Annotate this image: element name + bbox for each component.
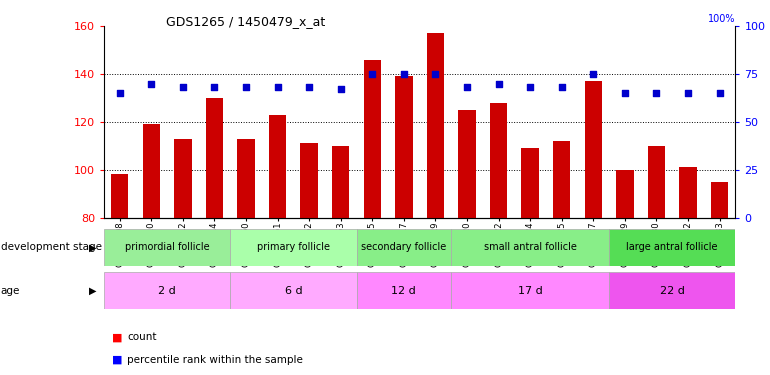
Text: secondary follicle: secondary follicle	[361, 243, 447, 252]
Text: ■: ■	[112, 355, 122, 365]
Text: 2 d: 2 d	[158, 286, 176, 296]
Bar	[427, 33, 444, 218]
Text: ▶: ▶	[89, 286, 96, 296]
Bar	[609, 272, 735, 309]
Bar	[142, 124, 160, 218]
Text: small antral follicle: small antral follicle	[484, 243, 577, 252]
Text: ▶: ▶	[89, 243, 96, 252]
Text: primordial follicle: primordial follicle	[125, 243, 209, 252]
Bar	[104, 229, 230, 266]
Point	[682, 90, 695, 96]
Bar	[679, 167, 697, 217]
Bar	[451, 272, 609, 309]
Point	[493, 81, 505, 87]
Text: count: count	[127, 333, 156, 342]
Text: ■: ■	[112, 333, 122, 342]
Bar	[363, 60, 381, 217]
Bar	[332, 146, 350, 218]
Bar	[395, 76, 413, 218]
Bar	[521, 148, 539, 217]
Text: 100%: 100%	[708, 14, 735, 24]
Point	[397, 71, 410, 77]
Bar	[648, 146, 665, 218]
Bar	[616, 170, 634, 217]
Text: 12 d: 12 d	[391, 286, 417, 296]
Bar	[451, 229, 609, 266]
Bar	[553, 141, 571, 218]
Point	[271, 84, 283, 90]
Text: age: age	[1, 286, 20, 296]
Point	[587, 71, 599, 77]
Bar	[111, 174, 129, 217]
Text: development stage: development stage	[1, 243, 102, 252]
Bar	[104, 272, 230, 309]
Bar	[230, 229, 357, 266]
Bar	[458, 110, 476, 218]
Bar	[174, 139, 192, 218]
Bar	[357, 229, 451, 266]
Point	[430, 71, 442, 77]
Text: 6 d: 6 d	[285, 286, 302, 296]
Text: 22 d: 22 d	[660, 286, 685, 296]
Point	[714, 90, 726, 96]
Bar	[711, 182, 728, 218]
Bar	[490, 103, 507, 218]
Point	[619, 90, 631, 96]
Point	[460, 84, 473, 90]
Point	[240, 84, 253, 90]
Bar	[206, 98, 223, 218]
Bar	[609, 229, 735, 266]
Text: 17 d: 17 d	[517, 286, 543, 296]
Point	[114, 90, 126, 96]
Point	[556, 84, 568, 90]
Bar	[357, 272, 451, 309]
Point	[524, 84, 536, 90]
Bar	[230, 272, 357, 309]
Text: large antral follicle: large antral follicle	[627, 243, 718, 252]
Bar	[584, 81, 602, 218]
Bar	[300, 143, 318, 218]
Bar	[269, 115, 286, 218]
Text: percentile rank within the sample: percentile rank within the sample	[127, 355, 303, 365]
Point	[303, 84, 316, 90]
Point	[334, 86, 346, 92]
Point	[176, 84, 189, 90]
Text: primary follicle: primary follicle	[257, 243, 330, 252]
Point	[208, 84, 220, 90]
Text: GDS1265 / 1450479_x_at: GDS1265 / 1450479_x_at	[166, 15, 325, 28]
Bar	[237, 139, 255, 218]
Point	[650, 90, 662, 96]
Point	[145, 81, 158, 87]
Point	[367, 71, 379, 77]
